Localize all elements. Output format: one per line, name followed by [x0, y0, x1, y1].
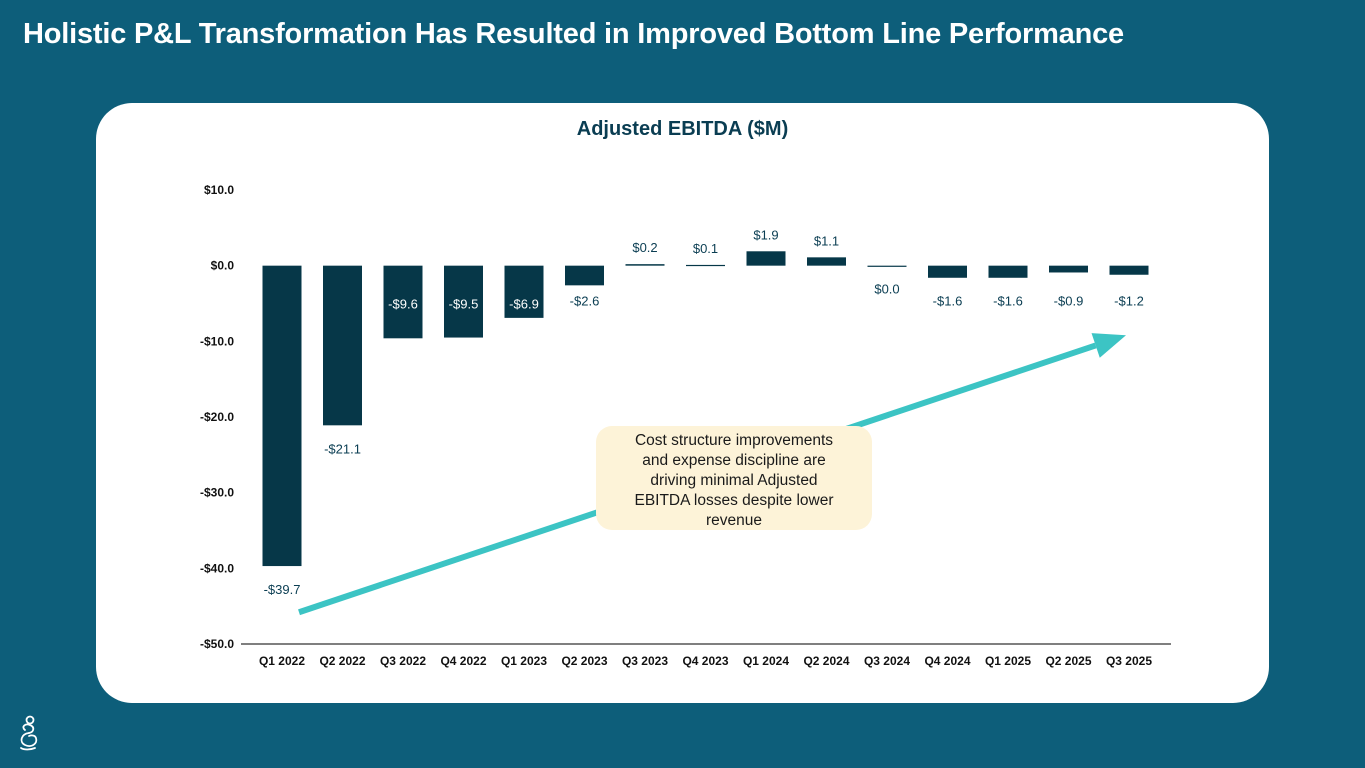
data-label: -$6.9 [509, 297, 539, 312]
bar-q4-2022 [444, 265, 483, 338]
x-tick-label: Q2 2024 [803, 654, 849, 668]
bar-q2-2025 [1049, 265, 1088, 273]
x-tick-label: Q3 2025 [1106, 654, 1152, 668]
data-label: $0.0 [874, 282, 899, 297]
x-tick-label: Q1 2022 [259, 654, 305, 668]
y-tick-label: -$50.0 [200, 637, 234, 651]
data-label: -$2.6 [570, 294, 600, 309]
data-label: -$1.6 [993, 294, 1023, 309]
slide-title: Holistic P&L Transformation Has Resulted… [23, 18, 1124, 50]
data-label: $0.2 [632, 240, 657, 255]
bar-q1-2023 [504, 265, 544, 318]
x-tick-label: Q3 2023 [622, 654, 668, 668]
trend-arrow-head [1091, 333, 1126, 358]
data-label: -$21.1 [324, 441, 361, 456]
y-tick-label: -$40.0 [200, 561, 234, 575]
x-tick-label: Q4 2024 [924, 654, 970, 668]
chart-title: Adjusted EBITDA ($M) [576, 118, 789, 140]
brand-logo-icon [20, 715, 38, 751]
x-tick-label: Q2 2023 [561, 654, 607, 668]
bar-q2-2024 [807, 257, 846, 266]
chart-card: Adjusted EBITDA ($M) $10.0 $0.0 -$10.0 -$20… [96, 103, 1269, 703]
x-tick-label: Q4 2022 [440, 654, 486, 668]
bar-q2-2023 [565, 265, 604, 286]
y-tick-label: -$30.0 [200, 486, 234, 500]
bar-q3-2024 [867, 265, 907, 267]
bar-q4-2024 [928, 265, 967, 278]
x-tick-label: Q1 2023 [501, 654, 547, 668]
x-tick-label: Q2 2025 [1045, 654, 1091, 668]
x-tick-label: Q1 2025 [985, 654, 1031, 668]
x-tick-label: Q3 2022 [380, 654, 426, 668]
y-tick-label: -$20.0 [200, 410, 234, 424]
data-label: -$9.6 [388, 297, 418, 312]
bar-q1-2022 [262, 265, 302, 567]
bar-q3-2022 [383, 265, 423, 339]
callout-text: Cost structure improvements and expense d… [634, 432, 833, 529]
data-label: -$1.6 [933, 294, 963, 309]
data-label: -$9.5 [449, 297, 479, 312]
data-label: -$39.7 [264, 582, 301, 597]
bar-q2-2022 [323, 265, 362, 426]
ebitda-bar-chart: $10.0 $0.0 -$10.0 -$20.0 -$30.0 -$40.0 -$50.0 -… [200, 183, 1171, 668]
bar-q3-2025 [1109, 265, 1149, 275]
x-tick-label: Q4 2023 [682, 654, 728, 668]
bar-q4-2023 [686, 264, 725, 267]
y-tick-label: -$10.0 [200, 334, 234, 348]
callout-box [596, 426, 872, 530]
data-label: $0.1 [693, 241, 718, 256]
x-tick-label: Q3 2024 [864, 654, 910, 668]
y-tick-label: $10.0 [204, 183, 234, 197]
bar-q1-2025 [988, 265, 1028, 278]
x-tick-label: Q2 2022 [319, 654, 365, 668]
x-tick-label: Q1 2024 [743, 654, 789, 668]
data-label: $1.1 [814, 233, 839, 248]
data-label: -$0.9 [1054, 294, 1084, 309]
bar-q3-2023 [625, 264, 665, 266]
data-label: $1.9 [753, 227, 778, 242]
bar-q1-2024 [746, 251, 786, 266]
data-label: -$1.2 [1114, 294, 1144, 309]
y-tick-label: $0.0 [211, 259, 235, 273]
